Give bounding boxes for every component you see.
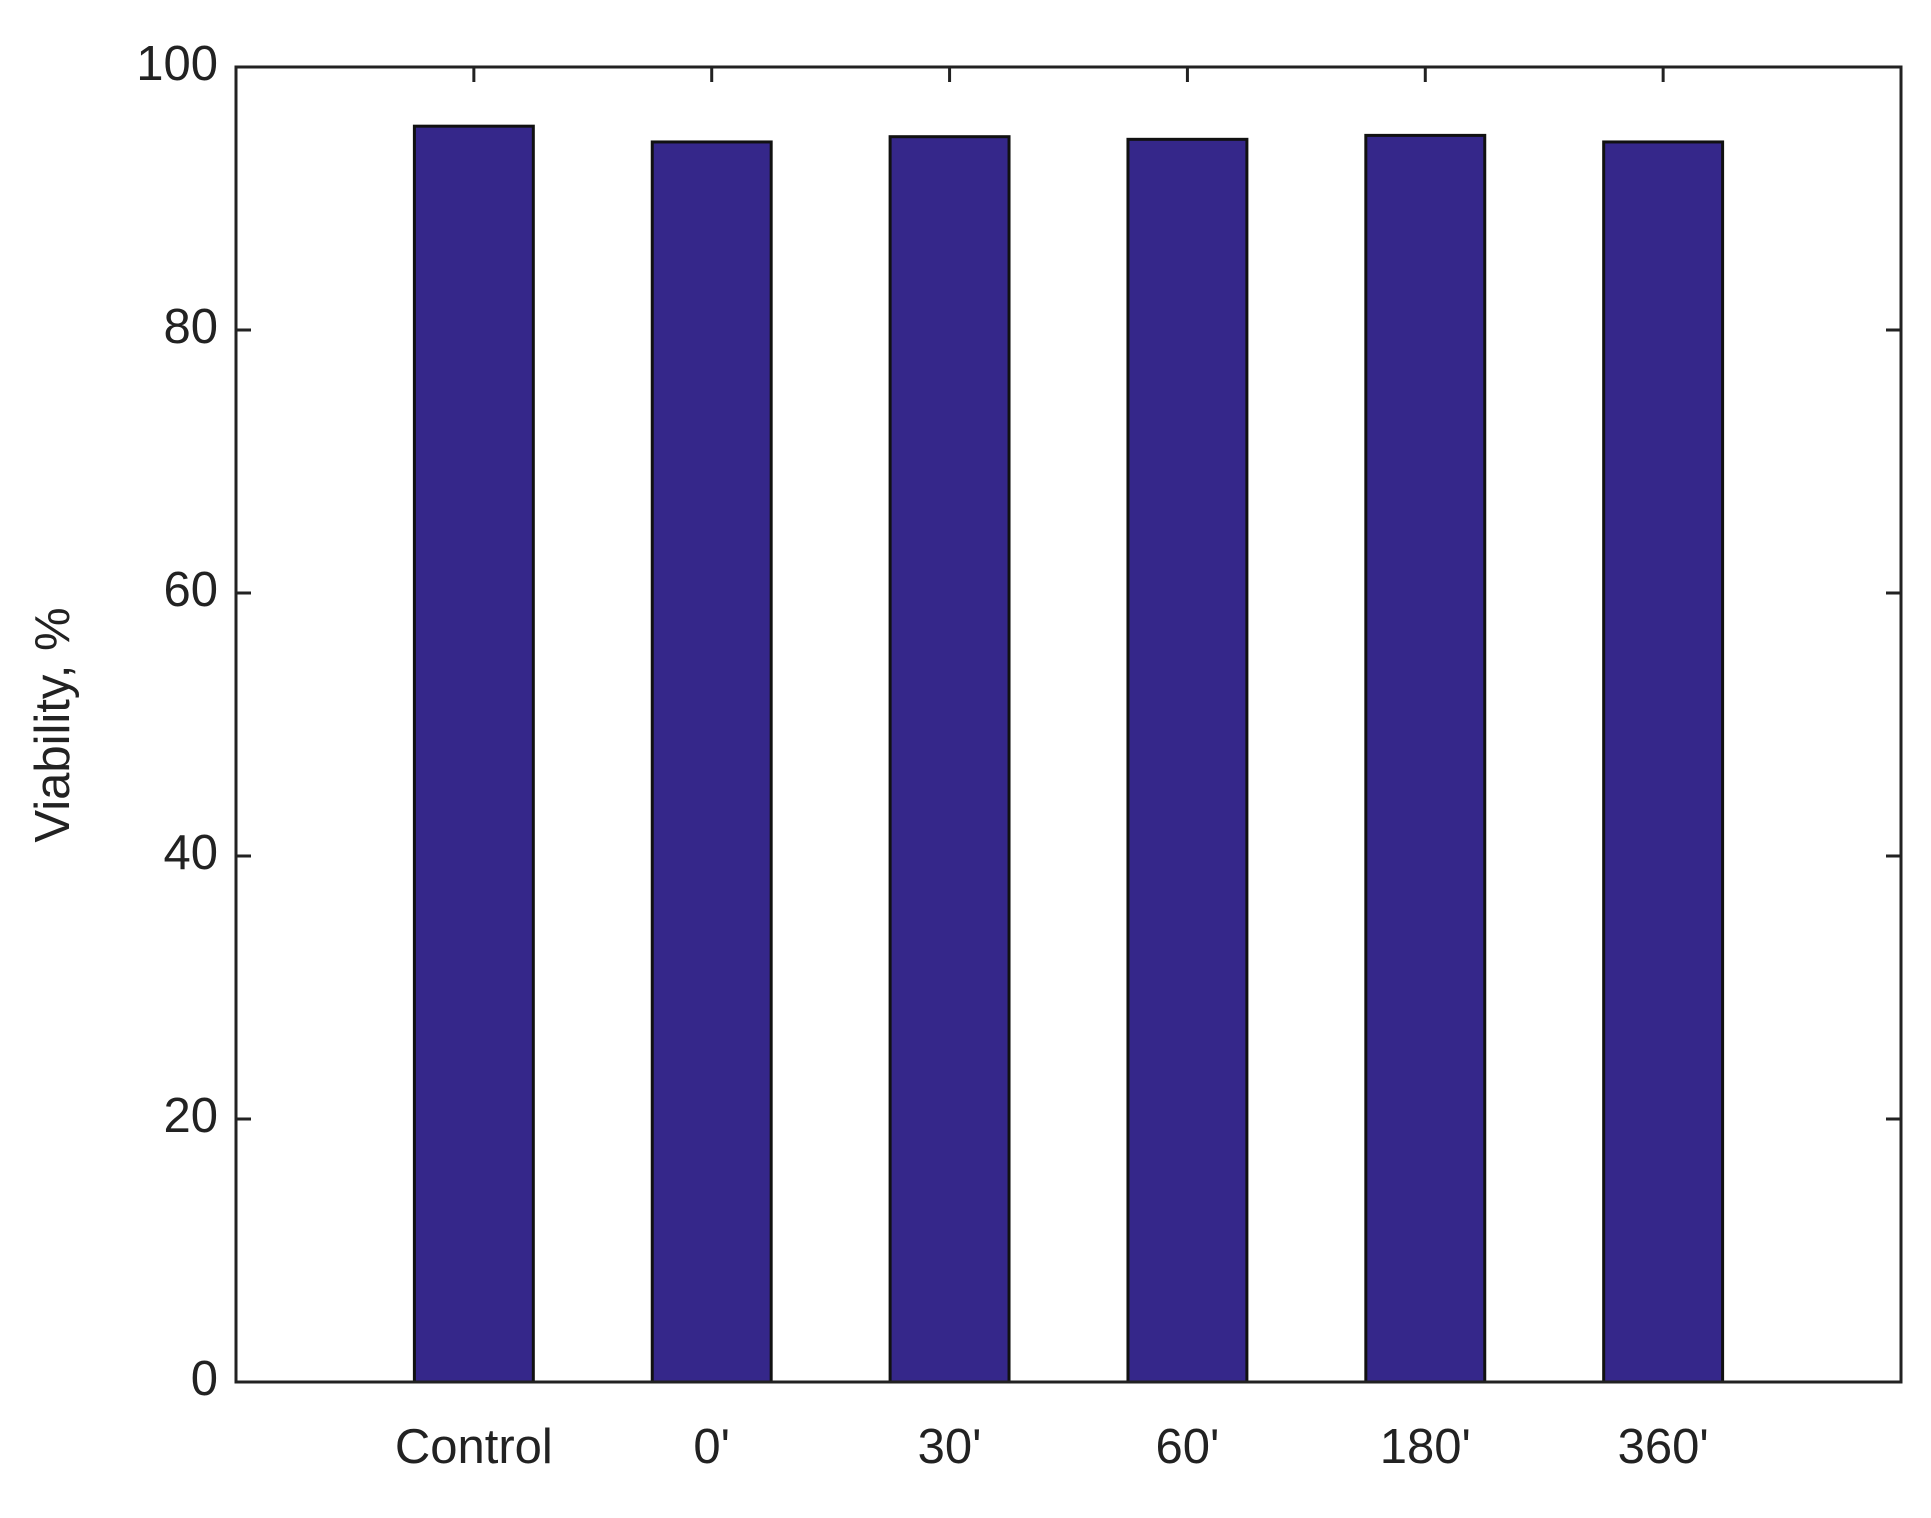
bar	[1126, 137, 1249, 1384]
y-tick-label: 100	[136, 37, 218, 91]
y-tick-label: 0	[191, 1352, 218, 1406]
y-tick-label: 60	[163, 563, 218, 617]
x-tick-label: Control	[395, 1420, 553, 1474]
bar	[1602, 140, 1725, 1384]
y-tick-label: 80	[163, 300, 218, 354]
y-tick-label: 20	[163, 1089, 218, 1143]
bar	[1364, 133, 1487, 1384]
bar	[412, 124, 535, 1384]
x-tick-label: 30'	[918, 1420, 982, 1474]
x-tick-label: 360'	[1618, 1420, 1709, 1474]
bar	[888, 135, 1011, 1384]
x-tick-label: 180'	[1380, 1420, 1471, 1474]
x-tick-label: 0'	[693, 1420, 730, 1474]
y-tick-label: 40	[163, 826, 218, 880]
y-axis-label: Viability, %	[26, 607, 80, 842]
bar	[650, 140, 773, 1384]
plot-frame	[234, 65, 1903, 1384]
x-tick-label: 60'	[1155, 1420, 1219, 1474]
